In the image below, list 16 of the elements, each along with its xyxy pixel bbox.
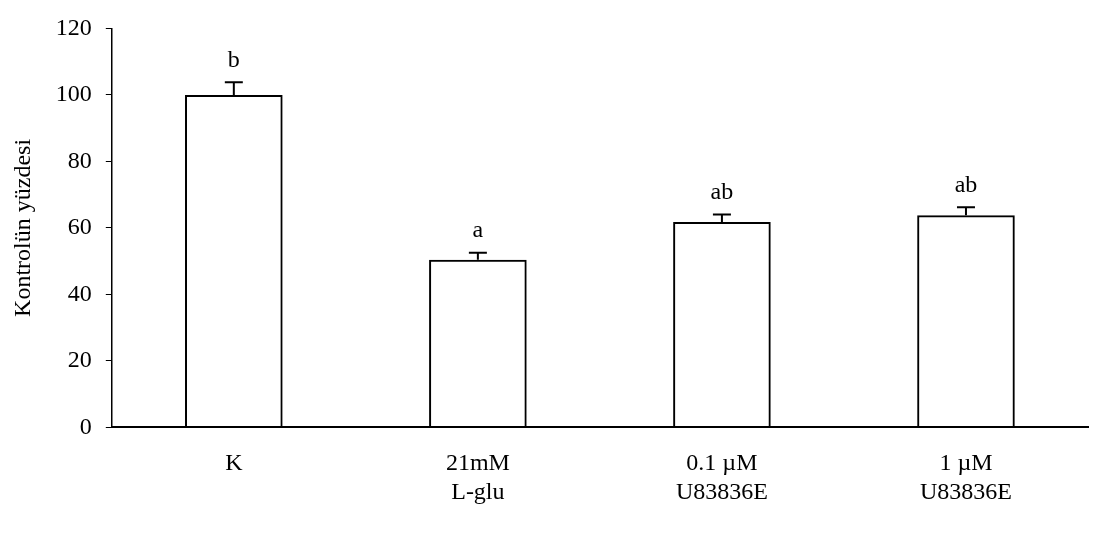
x-tick-label: 0.1 µM U83836E <box>675 449 768 504</box>
annotation: a <box>472 216 484 243</box>
annotation: ab <box>954 170 978 197</box>
y-tick-label: 100 <box>55 80 92 107</box>
y-tick-label: 40 <box>67 279 92 306</box>
y-tick-label: 80 <box>67 146 92 173</box>
x-tick-label: 21mM L-glu <box>445 449 510 504</box>
y-tick-label: 20 <box>67 346 92 373</box>
y-axis-title: Kontrolün yüzdesi <box>8 138 35 317</box>
y-tick-label: 120 <box>55 13 92 40</box>
y-tick-label: 60 <box>67 213 92 240</box>
x-tick-label: K <box>225 449 244 476</box>
x-tick-label: 1 µM U83836E <box>919 449 1012 504</box>
annotation: ab <box>710 177 734 204</box>
annotation: b <box>227 45 240 72</box>
y-tick-label: 0 <box>79 412 92 439</box>
